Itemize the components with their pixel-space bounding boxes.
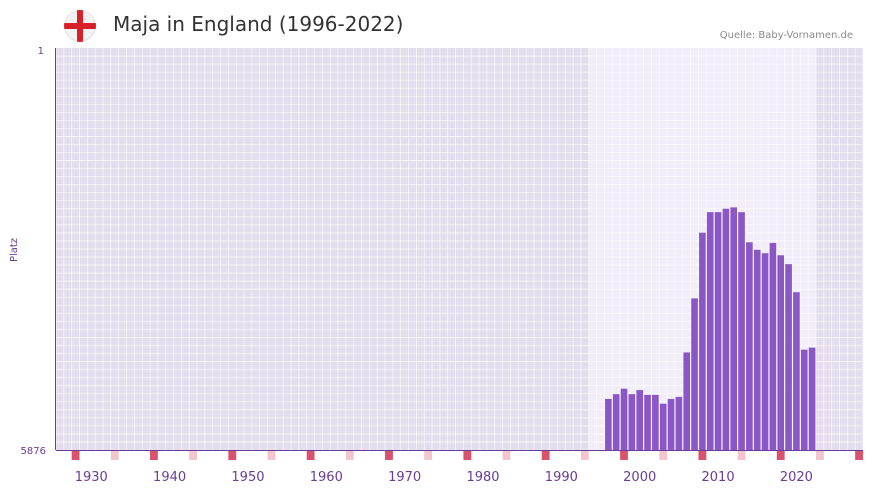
- y-axis-label: Platz: [9, 238, 20, 262]
- chart-header: Maja in England (1996-2022) Quelle: Baby…: [0, 0, 873, 48]
- bar-2019: [785, 264, 792, 450]
- bar-2012: [730, 207, 738, 450]
- year-marker-1958: [306, 451, 315, 460]
- year-marker-2013: [737, 451, 746, 460]
- y-tick-label-top: 1: [38, 46, 44, 57]
- year-marker-2008: [698, 451, 707, 460]
- year-marker-1933: [110, 451, 119, 460]
- x-tick-label-1980: 1980: [466, 470, 499, 485]
- flag-cross-vertical: [77, 10, 83, 42]
- bar-2008: [699, 232, 706, 450]
- year-marker-1928: [71, 451, 80, 460]
- year-marker-2018: [776, 451, 785, 460]
- bar-2013: [738, 212, 745, 450]
- year-marker-1978: [463, 451, 472, 460]
- year-marker-1943: [189, 451, 198, 460]
- year-marker-1973: [424, 451, 433, 460]
- year-marker-1953: [267, 451, 276, 460]
- bar-2020: [793, 292, 800, 450]
- x-tick-label-1990: 1990: [545, 470, 578, 485]
- bar-2011: [722, 208, 730, 450]
- bar-2003: [659, 403, 667, 450]
- year-marker-1983: [502, 451, 511, 460]
- x-tick-label-1930: 1930: [75, 470, 108, 485]
- x-tick-label-1940: 1940: [153, 470, 186, 485]
- bar-2014: [746, 242, 753, 450]
- bar-2007: [691, 298, 698, 450]
- bar-2016: [761, 253, 769, 450]
- year-marker-1963: [345, 451, 354, 460]
- year-marker-2023: [815, 451, 824, 460]
- bar-2004: [667, 398, 675, 450]
- bar-1996: [605, 398, 612, 450]
- year-marker-1993: [580, 451, 589, 460]
- year-marker-1988: [541, 451, 550, 460]
- bar-2015: [753, 249, 761, 450]
- year-markers: [71, 451, 863, 460]
- x-tick-label-2020: 2020: [780, 470, 813, 485]
- source-credit: Quelle: Baby-Vornamen.de: [719, 30, 853, 41]
- bar-2018: [777, 255, 785, 450]
- year-marker-2028: [855, 451, 863, 460]
- bar-2022: [808, 347, 816, 450]
- chart-title: Maja in England (1996-2022): [113, 12, 404, 36]
- bar-2009: [706, 212, 714, 450]
- bar-1998: [620, 388, 628, 450]
- bar-2005: [675, 396, 683, 450]
- x-tick-label-1970: 1970: [388, 470, 421, 485]
- x-tick-label-2000: 2000: [623, 470, 656, 485]
- bar-series: [605, 207, 816, 450]
- x-tick-labels: 1930 1940 1950 1960 1970 1980 1990 2000 2010 2020: [75, 470, 813, 485]
- bar-2006: [683, 352, 691, 450]
- bar-2000: [636, 390, 644, 450]
- england-flag-icon: [64, 10, 96, 42]
- year-marker-1998: [620, 451, 628, 460]
- bar-2001: [644, 394, 651, 450]
- bar-2010: [714, 212, 722, 450]
- x-tick-label-1950: 1950: [231, 470, 264, 485]
- year-marker-1968: [385, 451, 393, 460]
- bar-2002: [652, 394, 659, 450]
- bar-1997: [612, 394, 620, 450]
- y-tick-label-bottom: 5876: [21, 446, 46, 457]
- axes: [55, 48, 863, 451]
- year-marker-2003: [659, 451, 668, 460]
- year-marker-1948: [228, 451, 237, 460]
- bar-1999: [628, 394, 636, 450]
- year-marker-1938: [150, 451, 158, 460]
- x-tick-label-2010: 2010: [702, 470, 735, 485]
- bar-2021: [800, 349, 808, 450]
- bar-2017: [769, 242, 777, 450]
- x-tick-label-1960: 1960: [310, 470, 343, 485]
